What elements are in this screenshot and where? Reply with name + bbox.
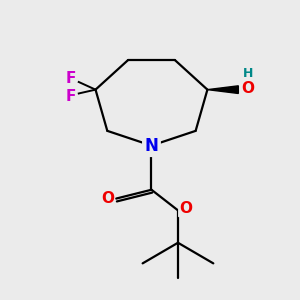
Text: O: O <box>101 191 114 206</box>
Text: F: F <box>65 89 76 104</box>
Text: F: F <box>65 71 76 86</box>
Text: O: O <box>179 201 192 216</box>
Text: O: O <box>241 81 254 96</box>
Polygon shape <box>207 86 238 94</box>
Text: N: N <box>145 136 158 154</box>
Text: H: H <box>243 67 253 80</box>
